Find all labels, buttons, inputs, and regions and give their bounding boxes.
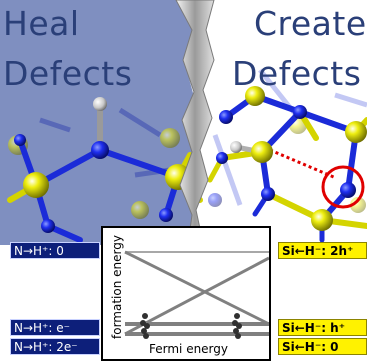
heal-state-label-one-electron: N→H⁺: e⁻ <box>10 319 100 336</box>
si-atom <box>23 172 49 198</box>
plot-canvas <box>124 250 269 339</box>
n-atom <box>219 110 233 124</box>
n-atom <box>216 152 228 164</box>
create-state-label-one-hole: Si←H⁻: h⁺ <box>278 319 367 336</box>
create-state-label-neutral: Si←H⁻: 0 <box>278 338 367 355</box>
plot-y-axis-label: formation energy <box>110 235 124 339</box>
si-atom <box>311 209 333 231</box>
n-atom <box>340 182 356 198</box>
right-background-lattice <box>208 68 367 213</box>
create-title-line2: Defects <box>232 54 362 93</box>
heal-title-line2: Defects <box>3 54 133 93</box>
si-atom <box>345 121 367 143</box>
si-atom <box>245 86 265 106</box>
n-atom <box>41 219 55 233</box>
n-atom <box>261 187 275 201</box>
h-atom <box>93 97 107 111</box>
defect-marker-circle <box>321 165 365 209</box>
left-molecule <box>7 97 203 243</box>
heal-state-label-two-electrons: N→H⁺: 2e⁻ <box>10 338 100 355</box>
right-molecule <box>207 86 367 243</box>
n-atom <box>293 105 307 119</box>
h-atom <box>230 141 242 153</box>
heal-state-label-neutral: N→H⁺: 0 <box>10 242 100 259</box>
transition-marker-right <box>232 313 242 339</box>
transition-marker-left <box>140 313 150 339</box>
n-atom <box>159 208 173 222</box>
n-atom <box>91 141 109 159</box>
heal-title-line1: Heal <box>3 4 80 43</box>
create-state-label-two-holes: Si←H⁻: 2h⁺ <box>278 242 367 259</box>
formation-energy-plot: formation energy Fermi energy <box>101 226 271 361</box>
descending-line <box>124 250 269 326</box>
n-atom <box>14 134 26 146</box>
si-atom <box>251 141 273 163</box>
ascending-line <box>124 256 269 336</box>
create-title-line1: Create <box>254 4 367 43</box>
plot-x-axis-label: Fermi energy <box>149 342 229 356</box>
